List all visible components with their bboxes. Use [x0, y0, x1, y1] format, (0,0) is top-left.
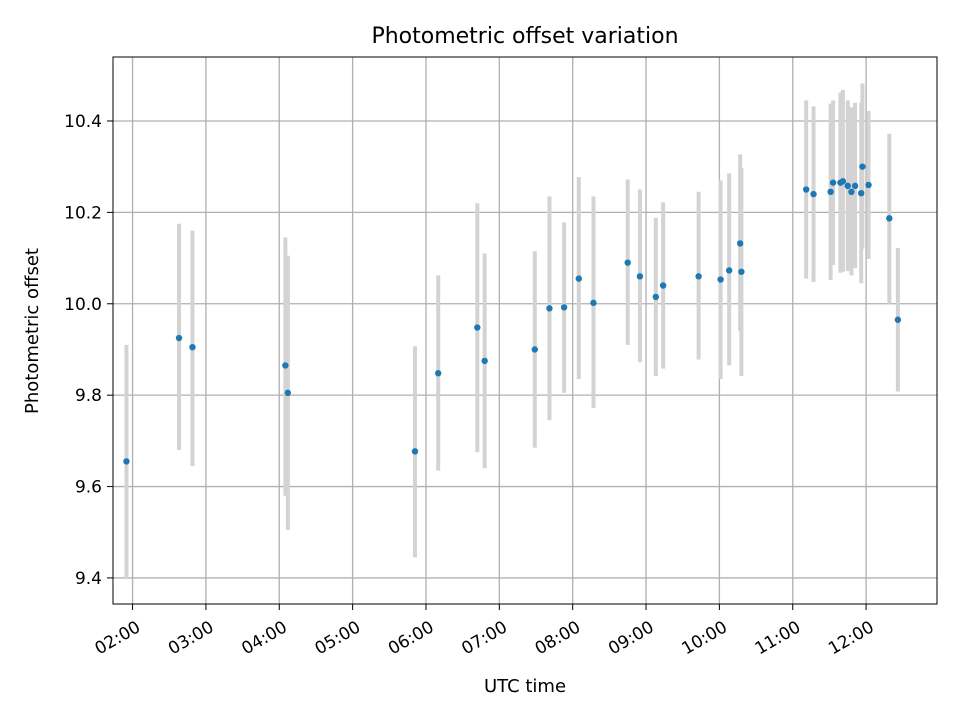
y-tick-label: 10.2: [64, 203, 102, 223]
data-point: [810, 190, 817, 198]
y-tick-label: 9.4: [75, 569, 102, 589]
data-point: [717, 276, 724, 283]
data-point: [839, 178, 847, 185]
data-point: [560, 304, 568, 311]
data-point: [284, 389, 292, 397]
y-tick-label: 9.6: [75, 478, 102, 498]
data-point: [531, 346, 538, 353]
data-point: [189, 343, 196, 351]
data-points: [123, 163, 902, 465]
data-point: [636, 273, 644, 280]
data-point: [659, 282, 667, 289]
data-point: [859, 163, 866, 170]
data-point: [652, 293, 660, 301]
data-point: [865, 181, 872, 189]
data-point: [736, 240, 744, 247]
y-tick-label: 9.8: [75, 386, 102, 406]
data-point: [886, 215, 893, 222]
data-point: [827, 188, 834, 196]
grid-lines: [113, 57, 937, 604]
data-point: [851, 182, 859, 190]
data-point: [481, 357, 488, 365]
data-point: [474, 324, 481, 331]
y-tick-label: 10.0: [64, 295, 102, 315]
data-point: [411, 448, 419, 455]
data-point: [282, 362, 289, 369]
data-point: [802, 186, 810, 193]
data-point: [844, 182, 851, 190]
data-point: [175, 334, 183, 342]
data-point: [590, 299, 597, 307]
data-point: [624, 259, 631, 266]
chart-title: Photometric offset variation: [371, 24, 678, 49]
plot-frame: [112, 56, 938, 605]
data-point: [546, 305, 553, 312]
data-point: [848, 188, 855, 196]
data-point: [434, 370, 442, 377]
y-tick-label: 10.4: [64, 112, 102, 132]
data-point: [123, 458, 130, 465]
data-point: [725, 267, 733, 274]
data-point: [575, 275, 582, 282]
x-axis-label: UTC time: [484, 676, 566, 697]
y-axis-label: Photometric offset: [22, 248, 43, 414]
data-point: [858, 189, 865, 197]
data-point: [738, 268, 745, 275]
data-point: [894, 316, 902, 323]
data-point: [829, 179, 837, 186]
data-point: [695, 273, 702, 280]
y-axis-ticks: 9.4 9.6 9.8 10.0 10.2 10.4: [64, 112, 113, 589]
